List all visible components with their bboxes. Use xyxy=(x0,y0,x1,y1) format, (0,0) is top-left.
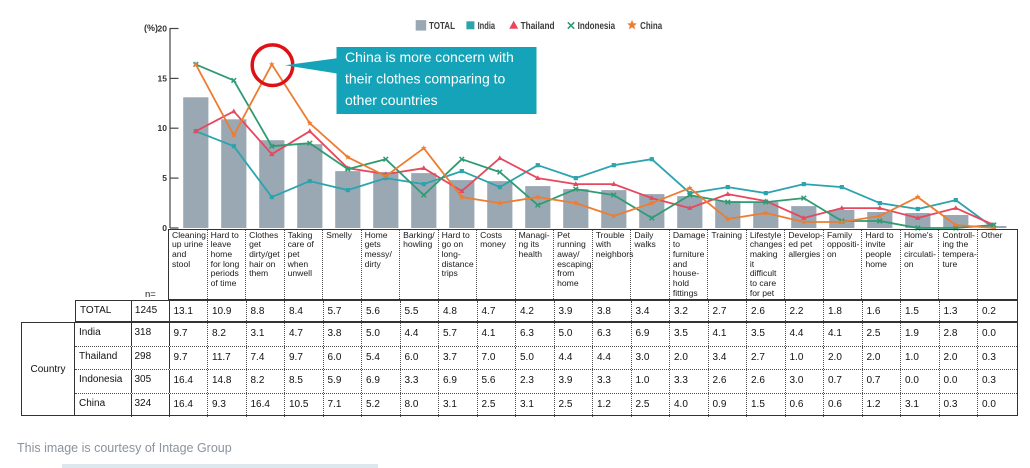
svg-text:other countries: other countries xyxy=(345,92,438,108)
svg-text:20: 20 xyxy=(158,24,168,34)
svg-text:Thailand: Thailand xyxy=(521,21,555,32)
svg-text:China: China xyxy=(640,21,662,32)
svg-text:TOTAL: TOTAL xyxy=(429,21,455,32)
svg-text:China is more concern with: China is more concern with xyxy=(345,49,514,65)
svg-text:their clothes comparing to: their clothes comparing to xyxy=(345,71,506,87)
svg-text:Indonesia: Indonesia xyxy=(578,21,616,32)
svg-text:10: 10 xyxy=(158,123,168,133)
svg-text:0: 0 xyxy=(162,223,167,233)
svg-text:15: 15 xyxy=(158,73,168,83)
svg-text:(%): (%) xyxy=(144,23,158,33)
svg-text:India: India xyxy=(478,21,496,32)
svg-text:5: 5 xyxy=(162,173,167,183)
